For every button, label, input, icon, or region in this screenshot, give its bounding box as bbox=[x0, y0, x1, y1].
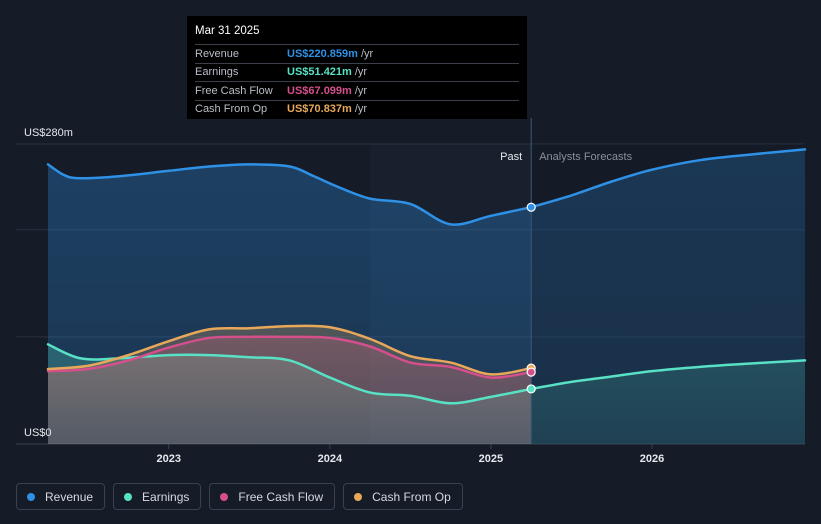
free-cash-flow-line bbox=[46, 335, 533, 379]
tooltip-label: Cash From Op bbox=[195, 103, 268, 116]
data-point-marker bbox=[526, 384, 536, 394]
legend-label: Cash From Op bbox=[372, 489, 451, 504]
y-axis-top-label: US$280m bbox=[24, 127, 73, 139]
tooltip-row-cash-from-op: Cash From Op US$70.837m /yr bbox=[195, 99, 519, 119]
x-tick-label: 2025 bbox=[479, 453, 503, 465]
data-point-marker bbox=[526, 202, 536, 212]
revenue-line bbox=[46, 163, 533, 226]
tooltip-value: US$220.859m bbox=[287, 47, 358, 60]
past-label: Past bbox=[500, 151, 522, 163]
tooltip-unit: /yr bbox=[354, 66, 368, 79]
legend-item-earnings[interactable]: Earnings bbox=[113, 483, 202, 510]
x-tick-label: 2026 bbox=[640, 453, 664, 465]
data-tooltip: Mar 31 2025 Revenue US$220.859m /yr Earn… bbox=[187, 16, 527, 119]
tooltip-value: US$67.099m bbox=[287, 84, 352, 97]
legend-item-revenue[interactable]: Revenue bbox=[16, 483, 106, 510]
legend-item-free-cash-flow[interactable]: Free Cash Flow bbox=[209, 483, 336, 510]
tooltip-row-revenue: Revenue US$220.859m /yr bbox=[195, 44, 519, 63]
tooltip-unit: /yr bbox=[354, 84, 368, 97]
revenue-forecast-line bbox=[529, 148, 807, 209]
legend-label: Earnings bbox=[142, 489, 190, 504]
tooltip-label: Revenue bbox=[195, 47, 240, 60]
chart-legend: Revenue Earnings Free Cash Flow Cash Fro… bbox=[16, 483, 463, 510]
tooltip-label: Free Cash Flow bbox=[195, 84, 273, 97]
cash-from-op-line bbox=[46, 324, 533, 376]
earnings-forecast-line bbox=[529, 359, 807, 391]
y-axis-bottom-label: US$0 bbox=[24, 427, 52, 439]
legend-dot-icon bbox=[124, 492, 133, 501]
tooltip-value: US$51.421m bbox=[287, 66, 352, 79]
legend-dot-icon bbox=[354, 492, 363, 501]
x-tick-label: 2023 bbox=[157, 453, 181, 465]
data-point-marker bbox=[526, 367, 536, 377]
legend-dot-icon bbox=[220, 492, 229, 501]
x-tick-label: 2024 bbox=[318, 453, 343, 465]
tooltip-row-free-cash-flow: Free Cash Flow US$67.099m /yr bbox=[195, 81, 519, 100]
legend-dot-icon bbox=[27, 492, 35, 501]
legend-item-cash-from-op[interactable]: Cash From Op bbox=[343, 483, 463, 510]
legend-label: Revenue bbox=[45, 489, 94, 504]
tooltip-label: Earnings bbox=[195, 66, 239, 79]
tooltip-date: Mar 31 2025 bbox=[195, 25, 260, 37]
tooltip-unit: /yr bbox=[360, 47, 374, 60]
forecast-overlay bbox=[531, 144, 805, 444]
tooltip-unit: /yr bbox=[354, 103, 368, 116]
forecast-label: Analysts Forecasts bbox=[539, 151, 632, 163]
tooltip-row-earnings: Earnings US$51.421m /yr bbox=[195, 62, 519, 82]
legend-label: Free Cash Flow bbox=[238, 489, 324, 504]
tooltip-value: US$70.837m bbox=[287, 103, 352, 116]
